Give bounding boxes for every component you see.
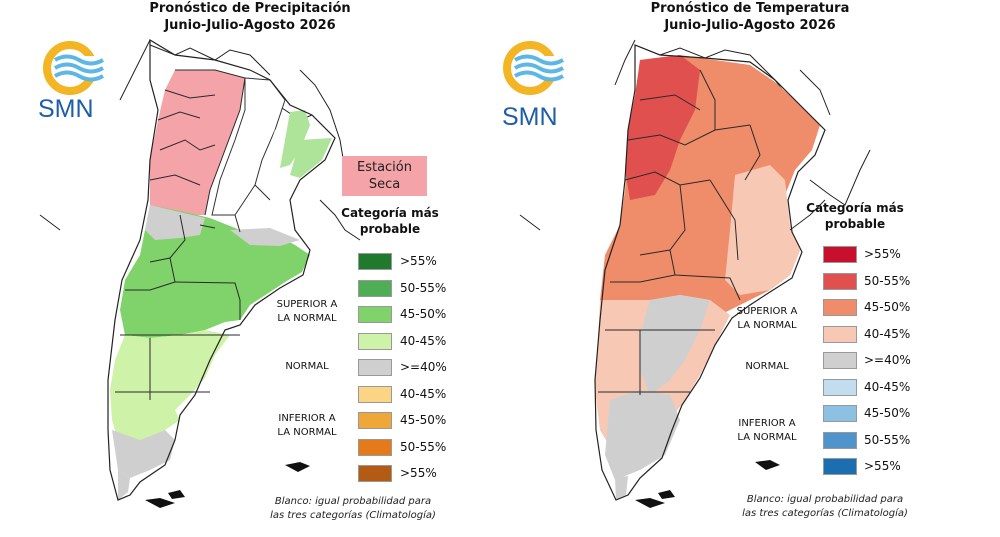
temp-inferior-label: INFERIOR A LA NORMAL	[722, 417, 812, 445]
temp-country-outline	[594, 44, 826, 501]
precip-legend-label-6: 45-50%	[400, 413, 447, 427]
temp-superior-line2: LA NORMAL	[737, 320, 797, 331]
precip-legend-title-line1: Categoría más	[341, 206, 439, 220]
temp-legend-label-2: 45-50%	[864, 300, 911, 314]
precip-islands	[145, 462, 310, 508]
precip-province-lines	[115, 69, 271, 400]
temp-note-line2: las tres categorías (Climatología)	[742, 508, 908, 519]
precipitation-map	[39, 38, 361, 508]
temperature-title-line1: Pronóstico de Temperatura	[650, 1, 850, 16]
precip-superior-line1: SUPERIOR A	[276, 299, 338, 310]
temp-province-lines	[598, 69, 826, 395]
temp-superior-line1: SUPERIOR A	[736, 306, 798, 317]
precipitation-title-line1: Pronóstico de Precipitación	[149, 1, 351, 16]
temp-inferior-line2: LA NORMAL	[737, 432, 797, 443]
precip-superior-line2: LA NORMAL	[277, 313, 337, 324]
temperature-panel: Pronóstico de Temperatura Junio-Julio-Ag…	[500, 0, 1000, 537]
precip-legend-label-3: 40-45%	[400, 333, 447, 348]
temp-smn-logo-icon	[503, 41, 565, 95]
temp-legend-label-5: 40-45%	[864, 379, 911, 394]
precip-legend-swatch-3	[358, 332, 392, 350]
precip-legend-label-4: >=40%	[400, 360, 447, 374]
precip-note: Blanco: igual probabilidad para las tres…	[238, 495, 468, 523]
temp-legend-swatch-1	[823, 272, 857, 290]
precip-note-line2: las tres categorías (Climatología)	[270, 510, 436, 521]
precip-legend-label-1: 50-55%	[400, 280, 447, 295]
temp-logo-text: SMN	[502, 103, 558, 131]
precip-legend-swatch-6	[358, 412, 392, 429]
precip-inferior-line1: INFERIOR A	[278, 413, 336, 424]
dry-season-box: Estación Seca	[342, 156, 427, 196]
temp-superior-label: SUPERIOR A LA NORMAL	[722, 305, 812, 333]
precipitation-panel: Pronóstico de Precipitación Junio-Julio-…	[0, 0, 500, 523]
temp-legend-swatch-7	[823, 431, 857, 449]
temperature-title-line2: Junio-Julio-Agosto 2026	[664, 18, 836, 33]
precip-normal-label: NORMAL	[285, 361, 329, 372]
temp-legend-label-3: 40-45%	[864, 326, 911, 341]
temp-legend-swatch-2	[823, 299, 857, 316]
temp-legend-title: Categoría más probable	[785, 200, 925, 232]
precip-logo-text: SMN	[38, 95, 94, 123]
precip-legend-title: Categoría más probable	[320, 205, 460, 237]
temp-legend-title-line1: Categoría más	[806, 201, 904, 215]
precip-legend-label-5: 40-45%	[400, 386, 447, 401]
precip-smn-logo-icon	[43, 41, 105, 95]
precipitation-title-line2: Junio-Julio-Agosto 2026	[164, 18, 336, 33]
temp-legend-swatch-5	[823, 378, 857, 396]
temp-legend-swatch-8	[823, 458, 857, 475]
precip-legend-swatch-0	[358, 253, 392, 270]
precip-note-line1: Blanco: igual probabilidad para	[274, 496, 432, 507]
precip-country-outline	[107, 38, 336, 501]
precip-legend-label-0: >55%	[400, 254, 437, 268]
precip-legend-label-7: 50-55%	[400, 439, 447, 454]
temperature-title: Pronóstico de Temperatura Junio-Julio-Ag…	[500, 0, 1000, 34]
precip-legend-swatch-1	[358, 279, 392, 297]
precip-legend-label-2: 45-50%	[400, 307, 447, 321]
temp-note: Blanco: igual probabilidad para las tres…	[710, 493, 940, 521]
temp-legend-swatch-3	[823, 325, 857, 343]
temp-legend-swatch-0	[823, 246, 857, 263]
temp-legend-label-0: >55%	[864, 247, 901, 261]
temp-legend-label-8: >55%	[864, 459, 901, 473]
precip-legend-swatch-7	[358, 438, 392, 456]
temp-legend-swatch-6	[823, 405, 857, 422]
precip-legend-swatch-4	[358, 359, 392, 376]
temp-inferior-line1: INFERIOR A	[738, 418, 796, 429]
temp-legend-label-6: 45-50%	[864, 406, 911, 420]
precip-legend-title-line2: probable	[359, 222, 421, 236]
precip-legend-label-8: >55%	[400, 466, 437, 480]
temp-legend-label-7: 50-55%	[864, 432, 911, 447]
precip-legend-swatch-8	[358, 465, 392, 482]
precip-inferior-line2: LA NORMAL	[277, 427, 337, 438]
precip-argentina	[110, 70, 332, 500]
precip-superior-label: SUPERIOR A LA NORMAL	[262, 298, 352, 326]
temp-legend-label-1: 50-55%	[864, 273, 911, 288]
dry-season-line2: Seca	[368, 177, 401, 192]
precip-legend-swatch-5	[358, 385, 392, 403]
precip-legend-swatch-2	[358, 306, 392, 323]
temp-islands	[635, 460, 780, 508]
temp-normal-label: NORMAL	[745, 361, 789, 372]
temperature-map	[503, 39, 871, 508]
precipitation-title: Pronóstico de Precipitación Junio-Julio-…	[0, 0, 500, 34]
temp-note-line1: Blanco: igual probabilidad para	[746, 494, 904, 505]
dry-season-line1: Estación	[356, 160, 412, 175]
temp-argentina	[595, 55, 820, 500]
temp-legend-swatch-4	[823, 352, 857, 369]
temp-legend-title-line2: probable	[824, 217, 886, 231]
precip-inferior-label: INFERIOR A LA NORMAL	[262, 412, 352, 440]
temp-legend-label-4: >=40%	[864, 353, 911, 367]
